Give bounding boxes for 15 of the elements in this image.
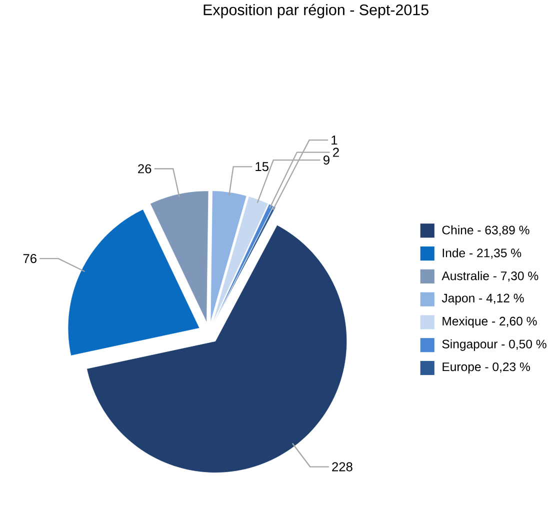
legend-label: Chine - 63,89 %: [442, 226, 530, 236]
legend-label: Europe - 0,23 %: [442, 362, 530, 374]
data-label: 1: [332, 136, 338, 145]
data-label: 9: [323, 156, 330, 165]
data-label: 76: [23, 254, 36, 264]
legend-label: Mexique - 2,60 %: [442, 316, 537, 328]
chart-title: Exposition par région - Sept-2015: [204, 4, 428, 18]
data-label: 228: [332, 462, 352, 472]
data-label: 15: [256, 162, 268, 172]
legend-label: Australie - 7,30 %: [442, 271, 538, 282]
legend-label: Inde - 21,35 %: [442, 248, 522, 259]
legend-label: Japon - 4,12 %: [442, 294, 524, 306]
data-label: 26: [138, 164, 152, 174]
legend-label: Singapour - 0,50 %: [442, 340, 546, 352]
data-label: 2: [333, 148, 339, 157]
